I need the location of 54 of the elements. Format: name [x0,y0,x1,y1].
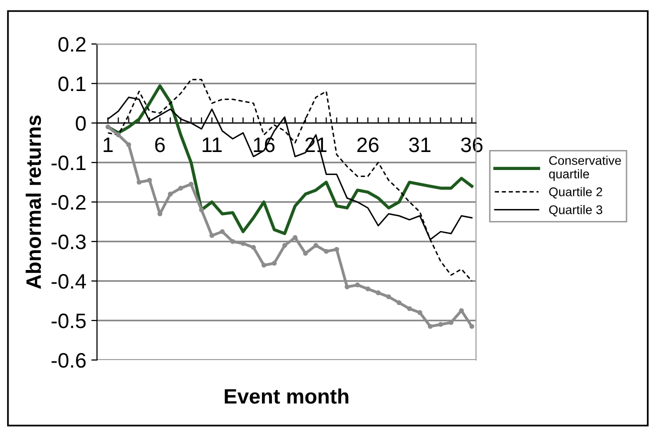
point [448,320,454,325]
y-tick-label: -0.1 [52,156,86,170]
point [251,244,256,250]
point [334,246,340,252]
point [178,186,184,191]
y-tick-label: -0.6 [52,353,86,368]
point [324,248,329,254]
point [469,324,474,329]
point [292,235,298,240]
y-tick-label: -0.3 [52,234,86,250]
x-tick-label: 1 [104,138,113,152]
y-axis-title: Abnormal returns [26,115,42,289]
point [407,306,412,312]
point [188,182,194,187]
point [417,310,422,316]
x-axis-title: Event month [224,388,348,404]
point [147,178,152,183]
point [126,142,132,148]
x-tick-label: 36 [461,137,483,152]
y-tick-label: -0.2 [52,195,86,210]
point [365,286,370,292]
point [199,207,204,212]
x-tick-label: 11 [202,138,222,152]
point [105,124,110,130]
point [261,262,266,268]
legend-label: Quartile 3 [549,205,602,216]
point [230,239,236,244]
point [240,241,246,246]
x-tick-label: 6 [155,137,165,152]
y-tick-label: 0.1 [58,76,86,92]
point [438,322,444,327]
point [313,243,318,248]
point [344,284,350,290]
point [355,282,360,288]
y-tick-label: 0.2 [58,37,86,52]
point [428,324,433,329]
y-tick-label: -0.4 [52,274,86,289]
point [272,260,277,266]
point [116,132,121,138]
x-tick-label: 26 [357,137,379,152]
point [303,250,308,256]
point [220,229,225,234]
point [136,180,142,185]
point [168,192,173,197]
point [282,243,288,248]
y-tick-label: -0.5 [52,314,86,328]
point [386,294,392,300]
point [209,233,214,238]
legend-label: Conservative quartile [549,156,621,181]
x-tick-label: 31 [409,137,430,152]
y-tick-label: 0 [76,116,86,131]
point [396,300,402,306]
point [376,290,381,296]
legend-label: Quartile 2 [549,187,602,199]
